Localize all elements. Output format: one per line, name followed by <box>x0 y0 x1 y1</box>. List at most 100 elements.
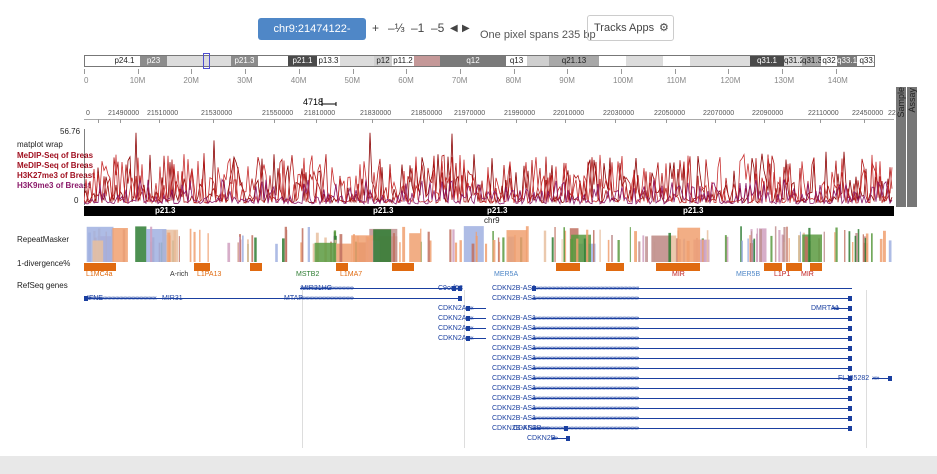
repeat-label[interactable]: A-rich <box>170 271 189 278</box>
ideogram-band[interactable] <box>258 56 288 66</box>
gene-exon[interactable] <box>452 286 456 291</box>
ideogram-band[interactable]: q33.1 <box>837 56 857 66</box>
gene-exon[interactable] <box>848 356 852 361</box>
ideogram-band[interactable]: q31.2 <box>784 56 802 66</box>
gene-intron-line[interactable] <box>84 298 302 299</box>
gene-label[interactable]: CDKN2B-AS1 <box>492 405 536 412</box>
gene-label[interactable]: CDKN2A <box>438 305 467 312</box>
gene-intron-line[interactable] <box>466 308 486 309</box>
gene-exon[interactable] <box>848 296 852 301</box>
ideogram-band[interactable] <box>167 56 231 66</box>
ideogram-band[interactable]: q31.1 <box>750 56 784 66</box>
gene-intron-line[interactable] <box>300 298 462 299</box>
repeat-label[interactable]: L1PA13 <box>197 271 222 278</box>
ideogram-band[interactable]: p23 <box>140 56 167 66</box>
coordinate-box[interactable]: chr9:21474122-22657072 <box>258 18 366 57</box>
gene-label[interactable]: C9orf53 <box>438 285 463 292</box>
ideogram-band[interactable] <box>626 56 663 66</box>
gene-label[interactable]: CDKN2B-AS1 <box>492 375 536 382</box>
ideogram-band[interactable] <box>599 56 626 66</box>
ideogram-band[interactable]: q32 <box>821 56 837 66</box>
gene-exon[interactable] <box>466 306 470 311</box>
gene-intron-line[interactable] <box>552 438 570 439</box>
gene-intron-line[interactable] <box>532 298 852 299</box>
gene-label[interactable]: CDKN2B-AS1 <box>492 285 536 292</box>
gene-intron-line[interactable] <box>532 338 852 339</box>
gene-intron-line[interactable] <box>540 428 568 429</box>
zoom-in-button[interactable]: + <box>372 21 380 35</box>
gene-exon[interactable] <box>848 426 852 431</box>
gene-label[interactable]: CDKN2B-AS1 <box>492 365 536 372</box>
gene-exon[interactable] <box>466 326 470 331</box>
ideogram-band[interactable]: q33.2 <box>857 56 874 66</box>
repeat-label[interactable]: MIR <box>672 271 685 278</box>
gene-intron-line[interactable] <box>532 288 852 289</box>
repeat-label[interactable]: MER5B <box>736 271 761 278</box>
gene-label[interactable]: CDKN2B-AS1 <box>492 295 536 302</box>
tab-apps[interactable]: Apps <box>629 22 655 34</box>
gene-intron-line[interactable] <box>532 318 852 319</box>
gene-label[interactable]: CDKN2B-AS1 <box>492 325 536 332</box>
gene-label[interactable]: CDKN2B-AS1 <box>492 415 536 422</box>
gene-intron-line[interactable] <box>532 368 852 369</box>
ideogram-band[interactable]: q13 <box>506 56 527 66</box>
gene-exon[interactable] <box>888 376 892 381</box>
ideogram-band[interactable] <box>340 56 374 66</box>
ideogram-band[interactable] <box>690 56 750 66</box>
gene-intron-line[interactable] <box>872 378 892 379</box>
ideogram-band[interactable]: q31.3 <box>802 56 821 66</box>
left-arrow-icon[interactable]: ◀ <box>450 23 458 34</box>
gene-intron-line[interactable] <box>532 398 852 399</box>
gene-exon[interactable] <box>466 316 470 321</box>
gene-label[interactable]: CDKN2B-AS1 <box>492 335 536 342</box>
gene-exon[interactable] <box>466 336 470 341</box>
gene-label[interactable]: CDKN2B-AS1 <box>492 385 536 392</box>
gene-label[interactable]: CDKN2B <box>513 425 542 432</box>
gene-label[interactable]: MTAP <box>284 295 303 302</box>
gene-exon[interactable] <box>848 406 852 411</box>
ideogram-band[interactable]: p13.3 <box>317 56 340 66</box>
matplot-series-3[interactable]: H3K27me3 of Breast <box>17 171 95 180</box>
gene-intron-line[interactable] <box>466 328 486 329</box>
gene-exon[interactable] <box>848 396 852 401</box>
matplot-chart[interactable] <box>84 129 894 205</box>
gene-label[interactable]: CDKN2A <box>438 335 467 342</box>
gene-intron-line[interactable] <box>300 288 462 289</box>
sample-column[interactable] <box>896 87 906 207</box>
gene-label[interactable]: FLJ35282 <box>838 375 870 382</box>
repeatmasker-track[interactable] <box>84 226 894 276</box>
repeat-label[interactable]: MIR <box>801 271 814 278</box>
matplot-series-2[interactable]: MeDIP-Seq of Breas <box>17 161 94 170</box>
gene-exon[interactable] <box>848 306 852 311</box>
ideogram-band[interactable] <box>414 56 440 66</box>
gene-intron-line[interactable] <box>532 358 852 359</box>
ideogram-selection-marker[interactable] <box>203 53 210 69</box>
gene-intron-line[interactable] <box>532 388 852 389</box>
gene-intron-line[interactable] <box>466 318 486 319</box>
zoom-out-one-button[interactable]: –1 <box>411 21 425 35</box>
tab-tracks[interactable]: Tracks <box>594 22 627 34</box>
gene-intron-line[interactable] <box>832 308 852 309</box>
gene-exon[interactable] <box>848 316 852 321</box>
gene-exon[interactable] <box>848 346 852 351</box>
gene-intron-line[interactable] <box>466 338 486 339</box>
zoom-out-third-button[interactable]: –⅓ <box>388 21 405 35</box>
repeat-label[interactable]: L1MC4a <box>86 271 113 278</box>
gene-intron-line[interactable] <box>532 328 852 329</box>
gene-label[interactable]: CDKN2B-AS1 <box>492 345 536 352</box>
ideogram-band[interactable]: p12 <box>374 56 392 66</box>
repeat-label[interactable]: L1P1 <box>774 271 791 278</box>
gene-label[interactable]: CDKN2A <box>438 325 467 332</box>
gene-exon[interactable] <box>848 376 852 381</box>
gene-intron-line[interactable] <box>532 348 852 349</box>
gene-intron-line[interactable] <box>532 378 852 379</box>
ideogram-band[interactable] <box>85 56 109 66</box>
gene-exon[interactable] <box>848 366 852 371</box>
ideogram-band[interactable]: q21.13 <box>549 56 599 66</box>
assay-column[interactable] <box>907 87 917 207</box>
gene-label[interactable]: CDKN2B-AS1 <box>492 355 536 362</box>
gene-exon[interactable] <box>532 286 536 291</box>
gene-exon[interactable] <box>848 416 852 421</box>
gene-label[interactable]: CDKN2B-AS1 <box>492 395 536 402</box>
gene-label[interactable]: CDKN2B-AS1 <box>492 425 536 432</box>
